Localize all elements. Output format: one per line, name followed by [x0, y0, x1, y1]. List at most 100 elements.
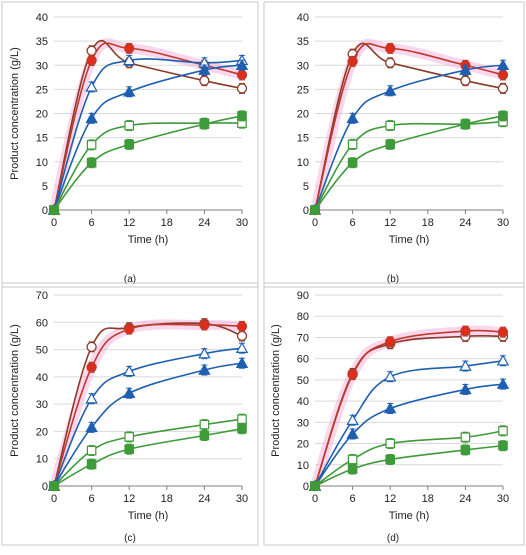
x-tick-label: 12 — [384, 493, 396, 505]
data-point — [459, 359, 472, 371]
x-tick-label: 24 — [198, 217, 210, 229]
highlight-band — [49, 319, 247, 491]
y-tick-label: 40 — [297, 12, 309, 24]
y-tick-label: 40 — [36, 12, 48, 24]
series-s2 — [309, 42, 509, 216]
data-point — [237, 111, 247, 121]
data-point — [460, 445, 471, 455]
x-tick-label: 30 — [236, 493, 248, 505]
y-tick-label: 0 — [303, 205, 309, 217]
x-tick-label: 18 — [161, 493, 173, 505]
y-tick-label: 30 — [297, 417, 309, 429]
data-point — [347, 56, 358, 67]
y-tick-label: 60 — [297, 354, 309, 366]
data-point — [85, 80, 98, 92]
data-point — [86, 362, 97, 373]
data-point — [498, 440, 508, 451]
data-point — [122, 364, 136, 377]
series-s6 — [49, 423, 247, 491]
data-point — [460, 119, 471, 129]
x-tick-label: 18 — [422, 217, 434, 229]
panel-border — [1, 282, 259, 546]
series-line — [314, 42, 504, 211]
data-point — [347, 157, 358, 168]
y-tick-label: 30 — [36, 399, 48, 411]
data-point — [199, 319, 210, 331]
data-point — [347, 369, 358, 380]
data-point — [383, 402, 397, 414]
data-point — [383, 370, 397, 382]
y-tick-label: 15 — [297, 133, 309, 145]
y-tick-label: 10 — [297, 157, 309, 169]
data-point — [347, 454, 358, 465]
data-point — [496, 377, 510, 389]
data-point — [346, 111, 359, 124]
x-tick-label: 0 — [312, 217, 318, 229]
x-tick-label: 30 — [497, 493, 509, 505]
data-point — [236, 69, 248, 81]
y-tick-label: 30 — [297, 60, 309, 72]
y-axis-label: Product concentration (g/L) — [270, 324, 282, 457]
chart-panel-4: 0 10 20 30 40 50 60 70 80 90 0 6 12 18 24 30 Time (h) Pro… — [263, 282, 525, 546]
data-point — [385, 57, 396, 68]
y-tick-label: 5 — [42, 181, 48, 193]
y-axis-label: Product concentration (g/L) — [9, 324, 21, 457]
series-line — [53, 115, 243, 211]
data-point — [235, 58, 249, 71]
series-line — [314, 430, 504, 487]
y-tick-label: 20 — [297, 439, 309, 451]
data-point — [237, 423, 247, 434]
data-point — [86, 445, 97, 456]
y-tick-label: 5 — [303, 181, 309, 193]
data-point — [385, 139, 395, 150]
data-point — [198, 347, 211, 359]
series-line — [314, 42, 504, 211]
series-line — [314, 115, 504, 211]
data-point — [199, 430, 210, 441]
panel-label: (a) — [124, 274, 136, 285]
y-tick-label: 10 — [36, 454, 48, 466]
x-tick-label: 12 — [123, 217, 135, 229]
series-line — [53, 39, 243, 211]
series-s2 — [48, 42, 248, 216]
y-tick-label: 40 — [36, 372, 48, 384]
data-point — [124, 120, 134, 131]
y-tick-label: 35 — [36, 36, 48, 48]
data-point — [49, 481, 59, 491]
y-tick-label: 0 — [42, 481, 48, 493]
data-point — [310, 205, 320, 215]
data-point — [346, 427, 359, 439]
series-s3 — [47, 53, 249, 215]
x-tick-label: 0 — [51, 217, 57, 229]
data-point — [346, 413, 359, 425]
data-point — [86, 341, 97, 352]
data-point — [347, 139, 358, 150]
data-point — [236, 83, 248, 94]
x-tick-label: 6 — [350, 217, 356, 229]
y-tick-label: 10 — [36, 157, 48, 169]
data-point — [383, 84, 397, 96]
y-tick-label: 20 — [36, 426, 48, 438]
x-tick-label: 30 — [497, 217, 509, 229]
x-tick-label: 6 — [89, 493, 95, 505]
y-tick-label: 60 — [36, 317, 48, 329]
series-s5 — [49, 413, 247, 491]
data-point — [122, 85, 136, 97]
data-point — [85, 392, 98, 404]
series-s5 — [49, 117, 247, 215]
x-tick-label: 24 — [459, 217, 471, 229]
data-point — [460, 325, 471, 337]
data-point — [460, 432, 471, 442]
chart-panel-2: 0 5 10 15 20 25 30 35 40 0 6 12 18 24 30 Time (h) (b) — [263, 1, 525, 288]
data-point — [86, 157, 97, 168]
data-point — [496, 58, 510, 71]
series-s2 — [309, 325, 509, 492]
highlight-band — [310, 325, 508, 491]
y-tick-label: 25 — [297, 84, 309, 96]
data-point — [86, 55, 97, 66]
data-point — [85, 111, 98, 124]
y-axis-label: Product concentration (g/L) — [9, 47, 21, 180]
y-tick-label: 50 — [297, 375, 309, 387]
data-point — [124, 43, 135, 54]
x-tick-label: 30 — [236, 217, 248, 229]
